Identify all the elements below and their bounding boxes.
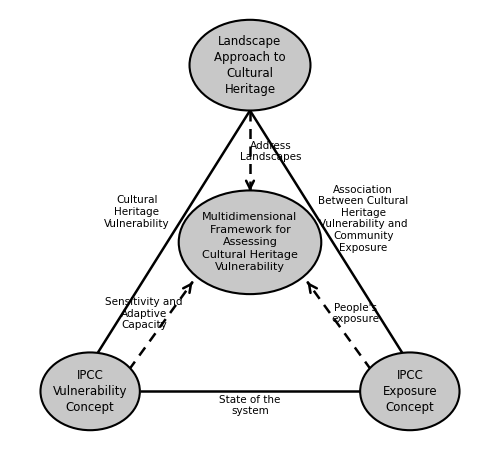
Text: State of the
system: State of the system: [220, 395, 280, 416]
Text: Association
Between Cultural
Heritage
Vulnerability and
Community
Exposure: Association Between Cultural Heritage Vu…: [318, 184, 408, 252]
Text: Cultural
Heritage
Vulnerability: Cultural Heritage Vulnerability: [104, 195, 170, 229]
Text: Landscape
Approach to
Cultural
Heritage: Landscape Approach to Cultural Heritage: [214, 35, 286, 96]
Text: Address
Landscapes: Address Landscapes: [240, 141, 302, 162]
Text: Multidimensional
Framework for
Assessing
Cultural Heritage
Vulnerability: Multidimensional Framework for Assessing…: [202, 212, 298, 272]
Text: IPCC
Vulnerability
Concept: IPCC Vulnerability Concept: [53, 369, 128, 414]
Ellipse shape: [360, 352, 460, 430]
Ellipse shape: [40, 352, 140, 430]
Text: Sensitivity and
Adaptive
Capacity: Sensitivity and Adaptive Capacity: [106, 297, 183, 330]
Text: People's
exposure: People's exposure: [332, 303, 380, 324]
Ellipse shape: [178, 190, 322, 294]
Ellipse shape: [190, 20, 310, 111]
Text: IPCC
Exposure
Concept: IPCC Exposure Concept: [382, 369, 437, 414]
